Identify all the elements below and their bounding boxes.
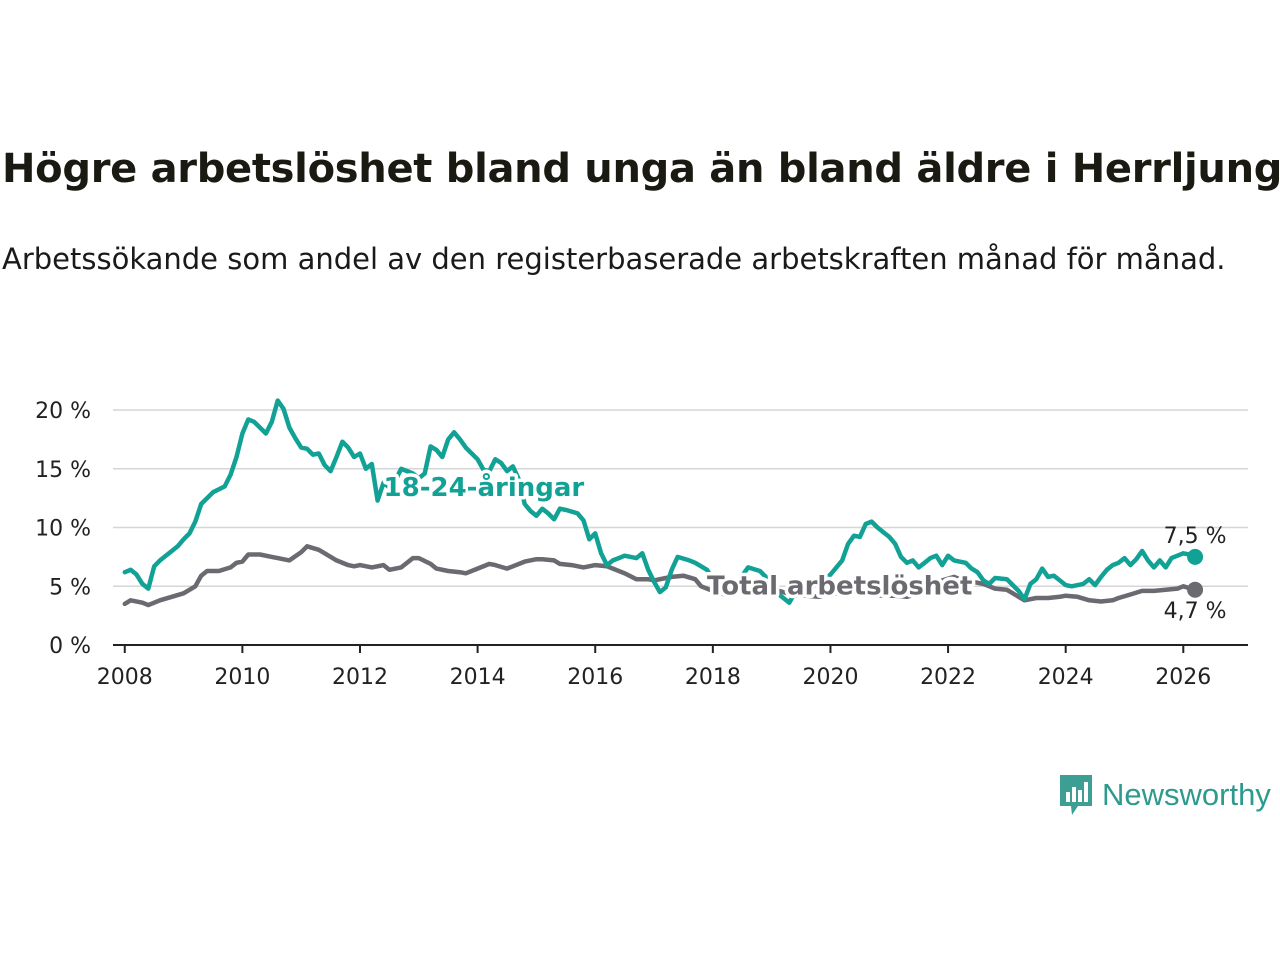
chart-subtitle: Arbetssökande som andel av den registerb… — [2, 242, 1226, 276]
series-end-marker-18-24-ringar — [1187, 548, 1204, 565]
annotations: 18-24-åringar Total arbetslöshet 7,5 % 4,7 … — [380, 467, 1227, 624]
x-tick-label: 2024 — [1038, 665, 1094, 690]
y-tick-label: 20 % — [35, 399, 91, 424]
x-tick-label: 2022 — [920, 665, 976, 690]
series-label-youth: 18-24-åringar — [384, 471, 585, 503]
end-label-total: 4,7 % — [1164, 599, 1227, 624]
series — [122, 398, 1204, 608]
line-chart: 0 % 5 % 10 % 15 % 20 % 2008 2010 2012 2014 2016 20… — [35, 398, 1248, 690]
x-tick-label: 2010 — [214, 665, 270, 690]
series-line-total-arbetsl-shet — [122, 544, 1198, 608]
chart-title: Högre arbetslöshet bland unga än bland ä… — [2, 146, 1280, 192]
x-tick-label: 2008 — [97, 665, 153, 690]
series-line-18-24-ringar — [122, 398, 1198, 605]
x-tick-label: 2014 — [450, 665, 506, 690]
newsworthy-logo: Newsworthy — [1058, 773, 1271, 817]
y-tick-label: 15 % — [35, 458, 91, 483]
axes: 0 % 5 % 10 % 15 % 20 % 2008 2010 2012 2014 2016 20… — [35, 399, 1248, 690]
newsworthy-logo-icon — [1060, 775, 1092, 815]
x-tick-label: 2020 — [802, 665, 858, 690]
y-tick-label: 5 % — [49, 575, 91, 600]
series-label-total: Total arbetslöshet — [707, 571, 972, 601]
gridlines — [113, 409, 1248, 587]
x-tick-label: 2012 — [332, 665, 388, 690]
end-label-youth: 7,5 % — [1164, 524, 1227, 549]
x-tick-label: 2018 — [685, 665, 741, 690]
series-end-marker-total-arbetsl-shet — [1187, 581, 1204, 598]
x-tick-label: 2016 — [567, 665, 623, 690]
y-tick-label: 10 % — [35, 517, 91, 542]
newsworthy-logo-text: Newsworthy — [1102, 777, 1271, 812]
x-tick-label: 2026 — [1155, 665, 1211, 690]
y-tick-label: 0 % — [49, 634, 91, 659]
